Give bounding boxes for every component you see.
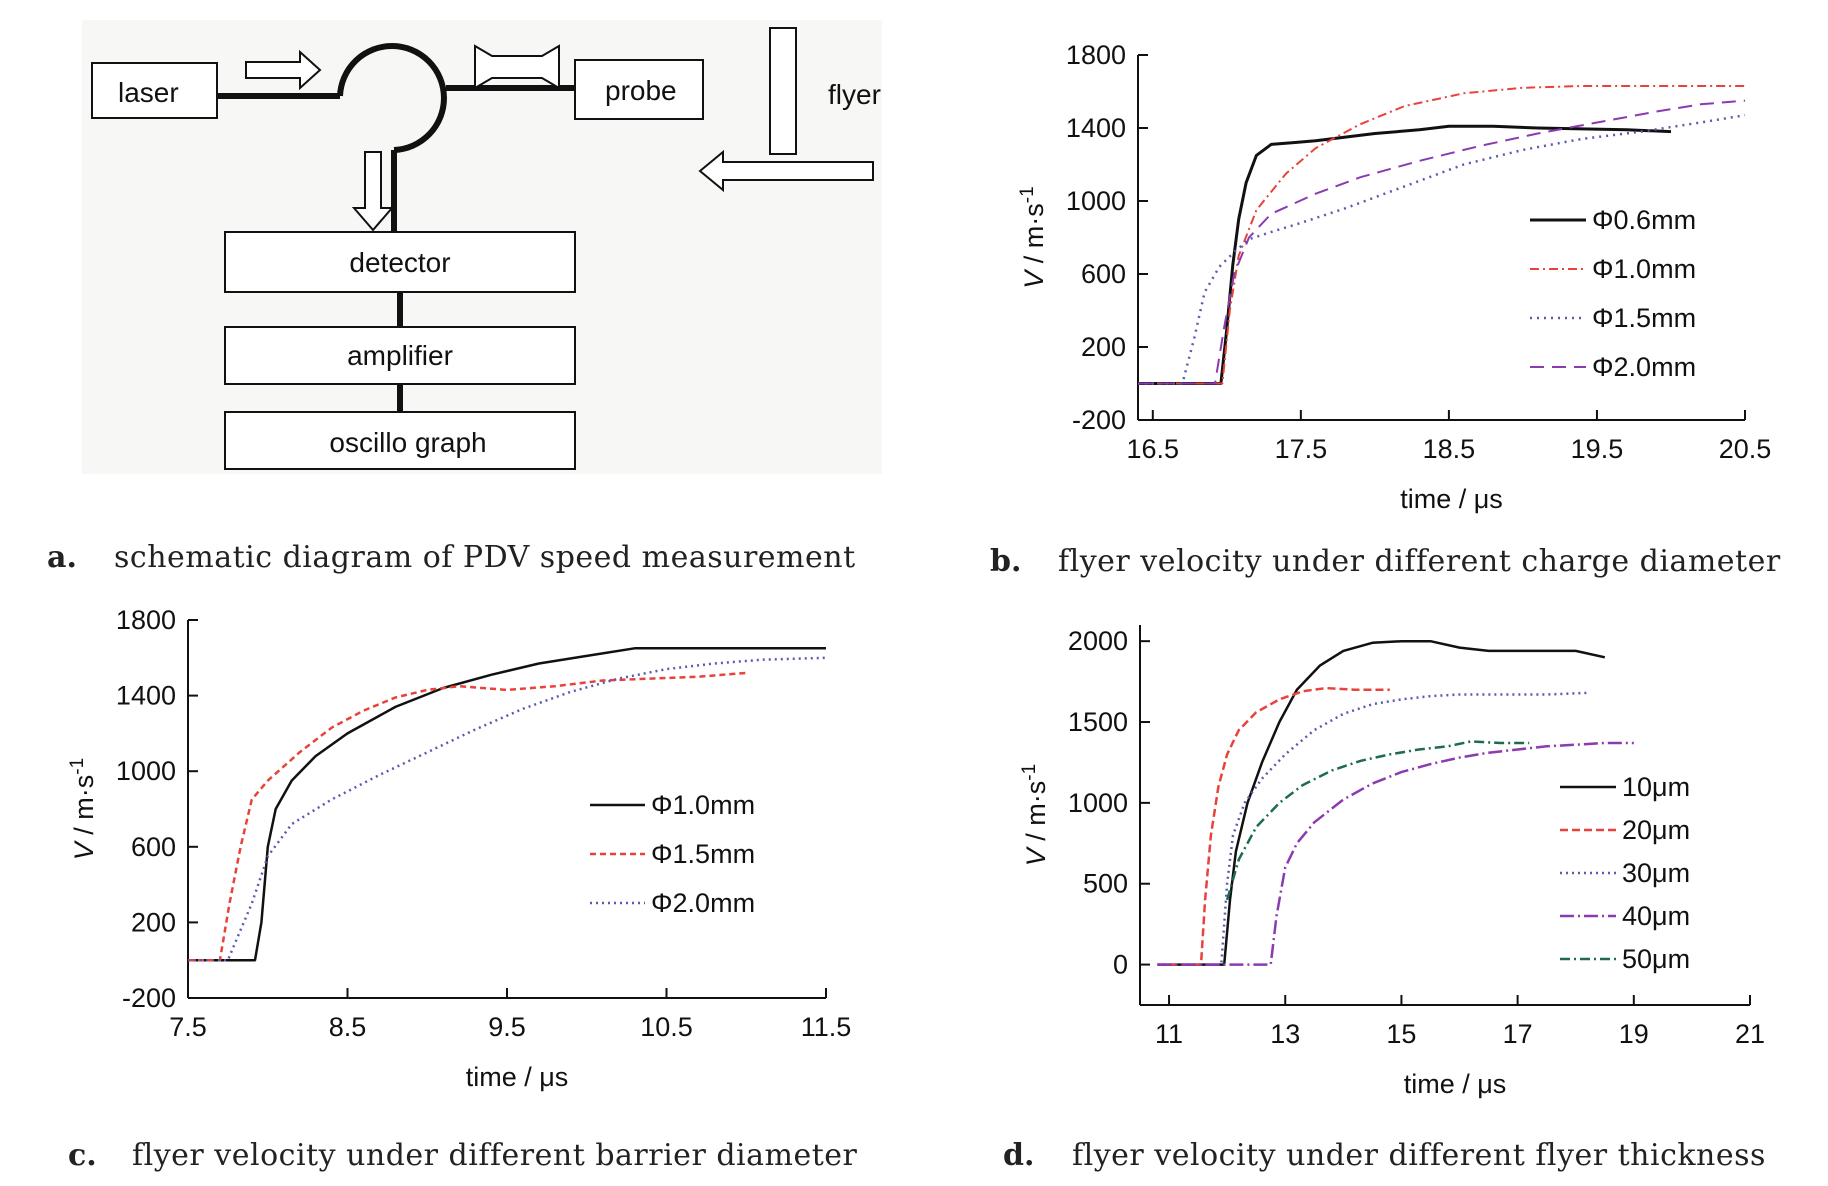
caption-text-a: schematic diagram of PDV speed measureme… (114, 540, 856, 575)
x-tick-label: 17.5 (1275, 434, 1328, 464)
caption-text-d: flyer velocity under different flyer thi… (1072, 1138, 1766, 1173)
caption-text-b: flyer velocity under different charge di… (1058, 544, 1781, 579)
amplifier-box (224, 326, 576, 385)
y-tick-label: 200 (1081, 332, 1126, 362)
caption-d: d. flyer velocity under different flyer … (1003, 1138, 1766, 1173)
y-tick-label: 1800 (116, 605, 176, 635)
y-tick-label: 2000 (1068, 626, 1128, 656)
y-tick-label: 1800 (1066, 40, 1126, 70)
legend-label: Φ2.0mm (1592, 352, 1696, 382)
y-tick-label: 1000 (1066, 186, 1126, 216)
x-tick-label: 7.5 (169, 1012, 207, 1042)
x-tick-label: 17 (1503, 1019, 1533, 1049)
legend-label: Φ1.5mm (1592, 303, 1696, 333)
chart-flyer-thickness: 0 500 1000 1500 2000 11 13 15 17 19 21 time / μs V /… (1019, 625, 1765, 1099)
series-line (1157, 691, 1588, 966)
y-tick-label: 200 (131, 907, 176, 937)
circulator-ring (337, 43, 447, 153)
chart-barrier-diameter: -200 200 600 1000 1400 1800 7.5 8.5 9.5 10.5 11.5 t… (67, 605, 851, 1092)
x-tick-label: 19.5 (1571, 434, 1624, 464)
series-line (1225, 740, 1530, 901)
y-tick-label: 1400 (1066, 113, 1126, 143)
y-tick-label: 500 (1083, 869, 1128, 899)
oscillo-box (224, 411, 576, 470)
legend-label: Φ1.0mm (1592, 254, 1696, 284)
down-arrow-icon (351, 151, 395, 232)
y-axis-title: V / m·s-1 (67, 758, 99, 860)
y-tick-label: -200 (122, 983, 176, 1013)
x-tick-label: 19 (1619, 1019, 1649, 1049)
laser-box (91, 62, 218, 119)
caption-text-c: flyer velocity under different barrier d… (132, 1138, 858, 1173)
schematic-diagram: laser probe flyer detector amplifier osc… (82, 20, 882, 474)
x-tick-label: 21 (1735, 1019, 1765, 1049)
series-line (1138, 124, 1672, 385)
series-line (188, 647, 826, 962)
legend-label: Φ1.0mm (651, 790, 755, 820)
detector-box (224, 231, 576, 293)
x-tick-label: 10.5 (640, 1012, 693, 1042)
caption-c: c. flyer velocity under different barrie… (68, 1138, 858, 1173)
caption-letter-b: b. (990, 544, 1021, 579)
legend-label: Φ0.6mm (1592, 205, 1696, 235)
detector-label: detector (349, 247, 450, 278)
legend-label: 50μm (1622, 944, 1690, 974)
x-tick-label: 20.5 (1719, 434, 1772, 464)
probe-label: probe (605, 75, 677, 106)
legend-label: 10μm (1622, 772, 1690, 802)
y-tick-label: 600 (1081, 259, 1126, 289)
y-tick-label: 600 (131, 832, 176, 862)
x-axis-title: time / μs (1404, 1069, 1507, 1099)
y-tick-label: 1400 (116, 681, 176, 711)
right-arrow-icon (245, 49, 322, 91)
x-tick-label: 11 (1155, 1019, 1183, 1049)
series-line (188, 671, 747, 962)
y-axis-title: V / m·s-1 (1017, 186, 1049, 288)
caption-letter-a: a. (47, 540, 77, 575)
left-arrow-icon (698, 149, 874, 193)
caption-letter-c: c. (68, 1138, 97, 1173)
legend-label: 30μm (1622, 858, 1690, 888)
series-line (1157, 686, 1390, 966)
x-axis-title: time / μs (1400, 484, 1503, 514)
y-tick-label: 1000 (116, 756, 176, 786)
x-tick-label: 8.5 (329, 1012, 367, 1042)
chart-charge-diameter: -200 200 600 1000 1400 1800 16.5 17.5 18.5 19.5 20… (1017, 40, 1771, 514)
series-line (1157, 639, 1606, 966)
y-tick-label: 1000 (1068, 788, 1128, 818)
y-tick-label: 1500 (1068, 707, 1128, 737)
caption-a: a. schematic diagram of PDV speed measur… (47, 540, 856, 575)
flyer-plate (769, 27, 797, 155)
x-axis-title: time / μs (466, 1062, 569, 1092)
flyer-label: flyer (828, 79, 881, 110)
x-tick-label: 11.5 (801, 1012, 852, 1042)
series-line (1157, 741, 1634, 966)
x-tick-label: 18.5 (1423, 434, 1476, 464)
series-line (1138, 85, 1745, 385)
y-tick-label: -200 (1072, 405, 1126, 435)
x-tick-label: 15 (1386, 1019, 1416, 1049)
legend-label: 20μm (1622, 815, 1690, 845)
y-tick-label: 0 (1113, 950, 1128, 980)
caption-b: b. flyer velocity under different charge… (990, 544, 1781, 579)
bidirectional-arrow-icon (474, 44, 560, 90)
legend-label: 40μm (1622, 901, 1690, 931)
oscillo-label: oscillo graph (329, 427, 486, 458)
caption-letter-d: d. (1003, 1138, 1034, 1173)
laser-label: laser (118, 77, 179, 108)
x-tick-label: 9.5 (488, 1012, 526, 1042)
y-axis-title: V / m·s-1 (1019, 764, 1051, 866)
probe-box (574, 59, 704, 120)
legend-label: Φ1.5mm (651, 839, 755, 869)
x-tick-label: 16.5 (1127, 434, 1180, 464)
legend-label: Φ2.0mm (651, 888, 755, 918)
x-tick-label: 13 (1270, 1019, 1300, 1049)
amplifier-label: amplifier (347, 340, 453, 371)
series-line (1138, 99, 1746, 385)
